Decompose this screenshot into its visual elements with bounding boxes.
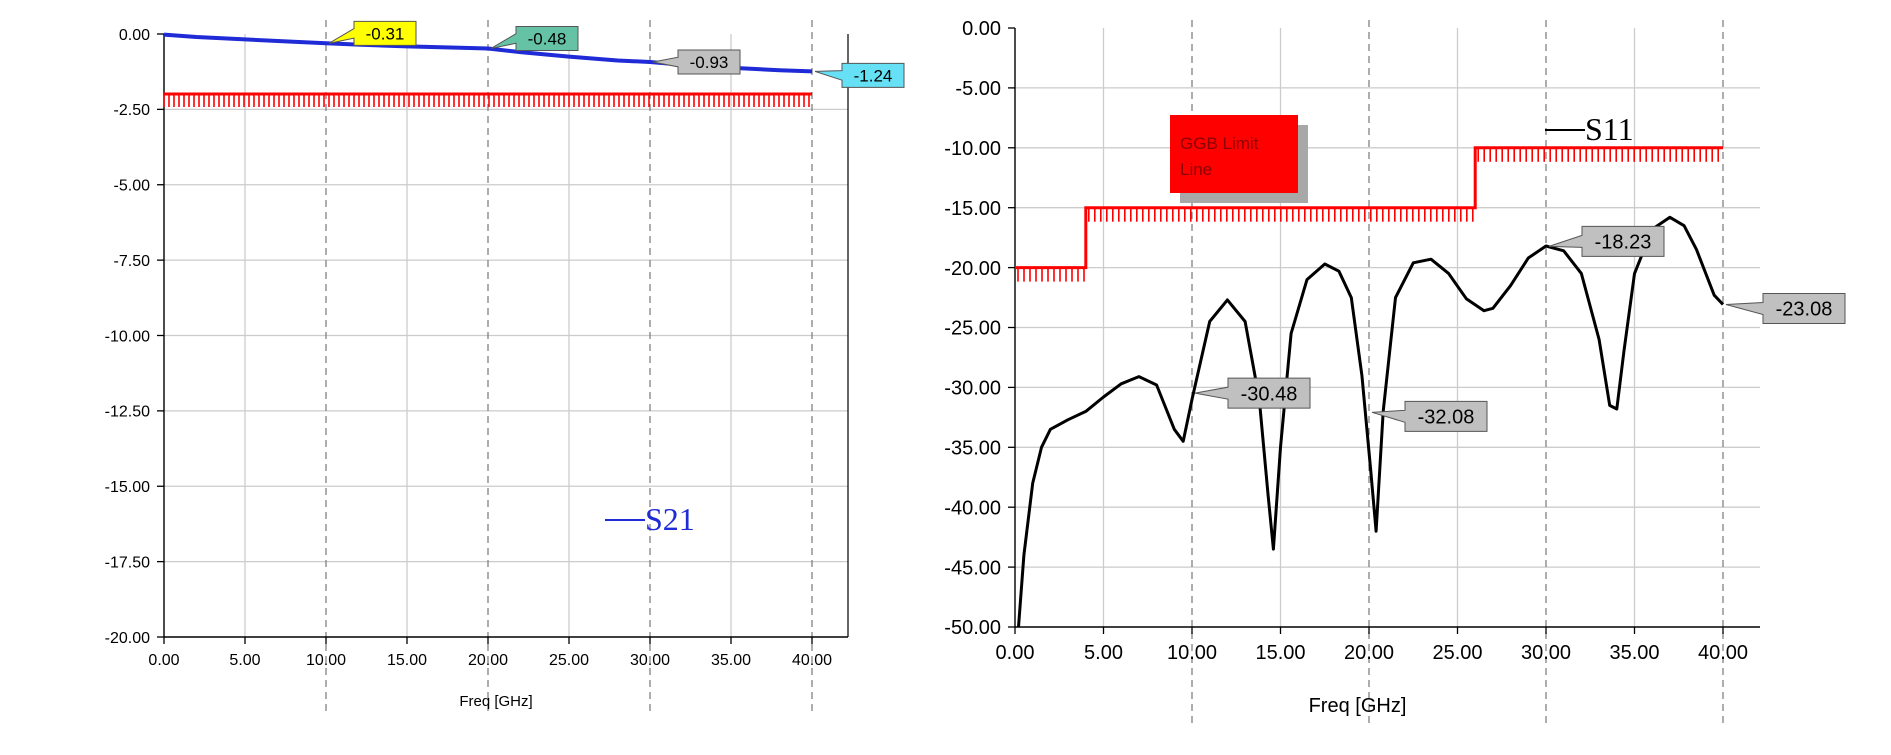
y-tick-label: -25.00 <box>944 318 1001 340</box>
y-tick-label: -2.50 <box>114 102 151 119</box>
marker-label: -1.24 <box>854 67 893 86</box>
y-tick-label: -15.00 <box>944 198 1001 220</box>
y-tick-label: -10.00 <box>105 328 150 345</box>
y-tick-label: -12.50 <box>105 404 150 421</box>
y-tick-label: -20.00 <box>105 630 150 647</box>
y-tick-label: -45.00 <box>944 557 1001 579</box>
y-tick-label: -7.50 <box>114 253 151 270</box>
legend-label: S11 <box>1585 111 1634 147</box>
x-tick-label: 0.00 <box>996 642 1035 664</box>
marker-callout <box>1194 377 1311 409</box>
x-tick-label: 40.00 <box>792 652 832 669</box>
annotation-box <box>1170 115 1298 193</box>
marker-callout <box>490 25 579 51</box>
y-tick-label: 0.00 <box>119 27 150 44</box>
x-tick-label: 10.00 <box>306 652 346 669</box>
x-tick-label: 10.00 <box>1167 642 1217 664</box>
x-tick-label: 15.00 <box>1255 642 1305 664</box>
x-tick-label: 40.00 <box>1698 642 1748 664</box>
x-axis-label: Freq [GHz] <box>459 693 532 710</box>
marker-label: -32.08 <box>1418 407 1475 429</box>
x-tick-label: 35.00 <box>1609 642 1659 664</box>
y-tick-label: -50.00 <box>944 617 1001 639</box>
annotation-text: Line <box>1180 160 1212 179</box>
x-tick-label: 5.00 <box>229 652 260 669</box>
marker-callout <box>652 49 741 75</box>
x-tick-label: 5.00 <box>1084 642 1123 664</box>
marker-callout <box>1371 400 1488 432</box>
y-tick-label: -15.00 <box>105 479 150 496</box>
y-tick-label: -40.00 <box>944 497 1001 519</box>
y-tick-label: -5.00 <box>114 178 151 195</box>
marker-label: -0.31 <box>366 24 405 43</box>
y-tick-label: -30.00 <box>944 378 1001 400</box>
y-tick-label: -17.50 <box>105 554 150 571</box>
x-tick-label: 20.00 <box>468 652 508 669</box>
x-axis-label: Freq [GHz] <box>1309 695 1407 717</box>
marker-label: -30.48 <box>1241 383 1298 405</box>
s11-chart: 0.00 -5.00 -10.00 -15.00 -20.00 -25.00 -30.00 -… <box>944 18 1846 725</box>
marker-callout <box>1725 292 1846 324</box>
x-tick-label: 20.00 <box>1344 642 1394 664</box>
series-line-s11 <box>1017 215 1725 628</box>
y-tick-label: -10.00 <box>944 138 1001 160</box>
marker-label: -0.93 <box>690 53 729 72</box>
marker-label: -23.08 <box>1776 299 1833 321</box>
marker-label: -18.23 <box>1595 232 1652 254</box>
x-tick-label: 25.00 <box>549 652 589 669</box>
y-tick-label: 0.00 <box>962 18 1001 40</box>
y-tick-label: -35.00 <box>944 438 1001 460</box>
x-tick-label: 30.00 <box>1521 642 1571 664</box>
x-tick-label: 15.00 <box>387 652 427 669</box>
marker-callout <box>328 20 417 46</box>
y-tick-label: -5.00 <box>955 78 1001 100</box>
x-tick-label: 30.00 <box>630 652 670 669</box>
legend-label: S21 <box>645 501 695 537</box>
x-tick-label: 25.00 <box>1432 642 1482 664</box>
s21-chart: 0.00 -2.50 -5.00 -7.50 -10.00 -12.50 -15.00 -17… <box>105 20 905 715</box>
marker-callout <box>1548 225 1665 257</box>
annotation-text: GGB Limit <box>1180 134 1259 153</box>
x-tick-label: 0.00 <box>148 652 179 669</box>
marker-callout <box>814 62 905 88</box>
marker-label: -0.48 <box>528 30 567 49</box>
y-tick-label: -20.00 <box>944 258 1001 280</box>
x-tick-label: 35.00 <box>711 652 751 669</box>
